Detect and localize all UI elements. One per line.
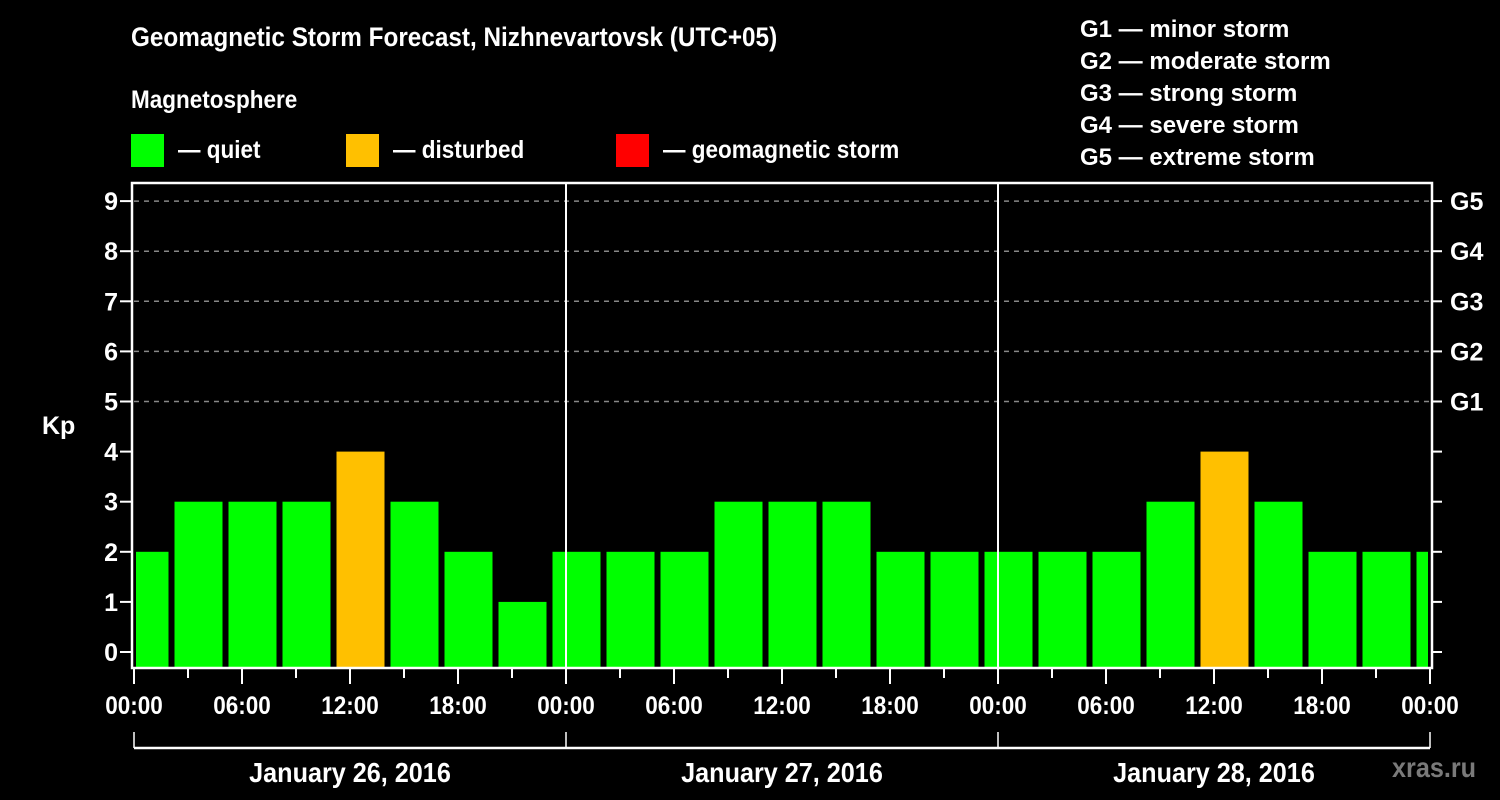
x-tick-label: 00:00 [105,692,163,720]
disturbed-swatch-icon [346,133,379,167]
kp-bar [282,501,331,667]
kp-bar [822,501,871,667]
day-label: January 28, 2016 [1113,757,1315,789]
g3-legend: G3 — strong storm [1080,80,1298,107]
kp-bar [390,501,439,667]
kp-bar [606,551,655,667]
chart-title: Geomagnetic Storm Forecast, Nizhnevartov… [131,22,778,52]
legend-storm: — geomagnetic storm [616,133,926,167]
kp-bar [714,501,763,667]
kp-bar [1362,551,1411,667]
legend-label: — geomagnetic storm [663,135,900,164]
kp-bar [174,501,223,667]
x-tick-label: 12:00 [321,692,379,720]
kp-bar [1038,551,1087,667]
quiet-swatch-icon [131,133,164,167]
kp-bar [444,551,493,667]
g-scale-label: G5 [1450,188,1483,216]
y-tick-label: 9 [104,188,118,216]
kp-bar [136,551,169,667]
watermark: xras.ru [1392,752,1477,783]
y-tick-label: 0 [104,639,118,667]
g2-legend: G2 — moderate storm [1080,48,1331,75]
x-tick-label: 12:00 [753,692,811,720]
x-tick-label: 06:00 [645,692,703,720]
y-tick-label: 7 [104,288,118,316]
storm-scale-legend: G1 — minor storm G2 — moderate storm G3 … [1080,14,1331,174]
g1-legend: G1 — minor storm [1080,16,1290,43]
g-scale-label: G3 [1450,288,1483,316]
g-scale-label: G4 [1450,238,1483,266]
kp-bar [228,501,277,667]
g-scale-label: G2 [1450,338,1483,366]
x-tick-label: 06:00 [1077,692,1135,720]
kp-bar [336,451,385,667]
y-tick-label: 1 [104,589,118,617]
g-scale-label: G1 [1450,389,1483,417]
legend-disturbed: — disturbed [346,133,539,167]
kp-bar [1254,501,1303,667]
y-tick-label: 6 [104,338,118,366]
day-label: January 27, 2016 [681,757,883,789]
y-tick-label: 8 [104,238,118,266]
y-tick-label: 2 [104,539,118,567]
x-tick-label: 18:00 [429,692,487,720]
kp-bar [660,551,709,667]
x-tick-label: 18:00 [1293,692,1351,720]
kp-bar [984,551,1033,667]
x-tick-label: 00:00 [1401,692,1459,720]
g4-legend: G4 — severe storm [1080,112,1299,139]
kp-bar [930,551,979,667]
y-tick-label: 4 [104,439,118,467]
legend-quiet: — quiet [131,133,270,167]
day-label: January 26, 2016 [249,757,451,789]
y-tick-label: 5 [104,389,118,417]
storm-swatch-icon [616,133,649,167]
x-tick-label: 00:00 [537,692,595,720]
y-axis-label: Kp [42,412,76,440]
y-tick-label: 3 [104,489,118,517]
g5-legend: G5 — extreme storm [1080,144,1315,171]
kp-bar [552,551,601,667]
x-tick-label: 06:00 [213,692,271,720]
legend-label: — quiet [178,135,261,164]
legend-label: — disturbed [393,135,525,164]
kp-bar [1146,501,1195,667]
kp-bar [1416,551,1428,667]
kp-bar [1308,551,1357,667]
x-tick-label: 00:00 [969,692,1027,720]
kp-bar [498,601,547,667]
x-tick-label: 12:00 [1185,692,1243,720]
kp-bar [1092,551,1141,667]
kp-bar [1200,451,1249,667]
kp-bar [876,551,925,667]
kp-bar [768,501,817,667]
x-tick-label: 18:00 [861,692,919,720]
legend-heading: Magnetosphere [131,86,298,114]
